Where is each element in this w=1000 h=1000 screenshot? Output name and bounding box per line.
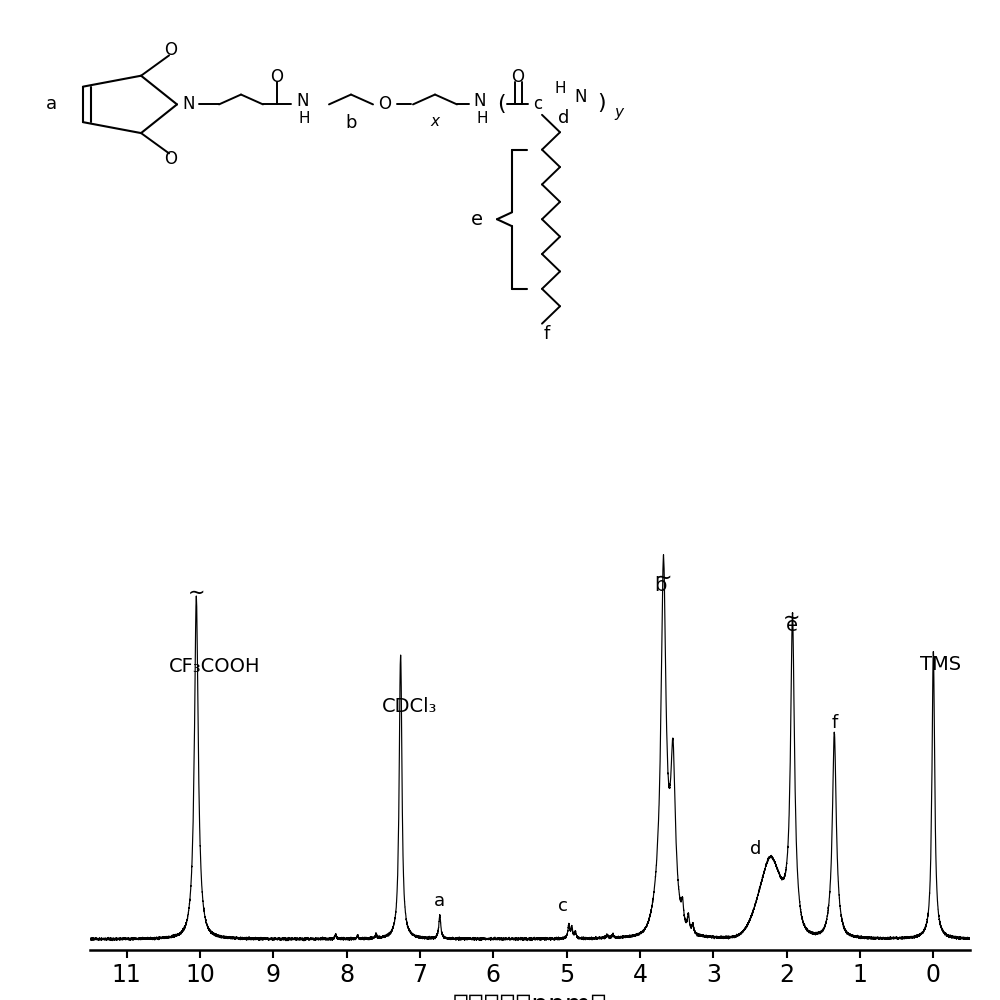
Text: e: e	[786, 616, 798, 635]
Text: a: a	[434, 892, 445, 910]
Text: CDCl₃: CDCl₃	[382, 697, 437, 716]
Text: CF₃COOH: CF₃COOH	[169, 657, 261, 676]
Text: N: N	[183, 95, 195, 113]
Text: c: c	[533, 95, 543, 113]
Text: N: N	[574, 88, 586, 106]
Text: f: f	[831, 714, 837, 732]
Text: H: H	[554, 81, 566, 96]
Text: ∼: ∼	[783, 607, 801, 627]
Text: O: O	[165, 41, 178, 59]
Text: H: H	[299, 111, 310, 126]
Text: ∼: ∼	[655, 568, 672, 588]
Text: x: x	[431, 114, 440, 129]
Text: N: N	[296, 93, 308, 110]
Text: b: b	[654, 576, 667, 595]
X-axis label: 化学位移（ppm）: 化学位移（ppm）	[453, 993, 607, 1000]
Text: d: d	[750, 840, 762, 858]
Text: H: H	[476, 111, 488, 126]
Text: O: O	[271, 68, 284, 86]
Text: ∼: ∼	[188, 582, 205, 602]
Text: d: d	[558, 109, 570, 127]
Text: y: y	[614, 105, 624, 120]
Text: a: a	[45, 95, 57, 113]
Text: c: c	[558, 897, 568, 915]
Text: TMS: TMS	[920, 655, 961, 674]
Text: N: N	[473, 93, 486, 110]
Text: O: O	[165, 150, 178, 168]
Text: ): )	[598, 93, 606, 113]
Text: b: b	[345, 114, 357, 132]
Text: O: O	[379, 95, 392, 113]
Text: e: e	[471, 210, 483, 229]
Text: O: O	[512, 68, 525, 86]
Text: (: (	[497, 94, 505, 114]
Text: f: f	[544, 325, 550, 343]
